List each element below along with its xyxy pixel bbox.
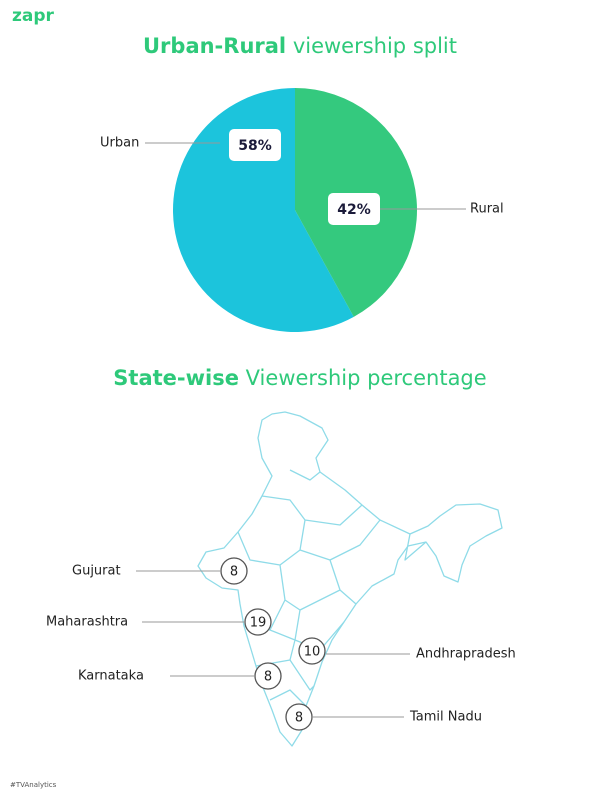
state-value: 8 bbox=[230, 565, 238, 580]
state-value: 8 bbox=[264, 670, 272, 685]
legend-label: Rural bbox=[470, 202, 504, 217]
map-title: State-wise Viewership percentage bbox=[113, 366, 486, 390]
state-value: 10 bbox=[304, 645, 321, 660]
state-marker bbox=[220, 557, 248, 585]
value-box bbox=[328, 193, 380, 225]
state-value: 8 bbox=[295, 711, 303, 726]
state-name: Maharashtra bbox=[46, 615, 128, 630]
value-box bbox=[229, 129, 281, 161]
pie-title: Urban-Rural viewership split bbox=[143, 34, 457, 58]
state-name: Andhrapradesh bbox=[416, 647, 516, 662]
state-value: 19 bbox=[250, 616, 267, 631]
state-marker bbox=[298, 637, 326, 665]
state-marker bbox=[244, 608, 272, 636]
title-rest: viewership split bbox=[293, 34, 457, 58]
state-name: Tamil Nadu bbox=[409, 710, 482, 725]
title-emphasis: Urban-Rural bbox=[143, 34, 286, 58]
state-name: Karnataka bbox=[78, 669, 144, 684]
state-marker bbox=[285, 703, 313, 731]
pie-slice bbox=[172, 88, 354, 333]
footer: #TVAnalytics bbox=[10, 781, 57, 789]
value-label: 42% bbox=[337, 202, 371, 218]
title-rest: Viewership percentage bbox=[246, 366, 487, 390]
value-label: 58% bbox=[238, 138, 272, 154]
india-map bbox=[197, 411, 503, 747]
brand: zapr bbox=[12, 6, 55, 26]
state-marker bbox=[254, 662, 282, 690]
title-emphasis: State-wise bbox=[113, 366, 239, 390]
state-name: Gujurat bbox=[72, 564, 121, 579]
legend-label: Urban bbox=[100, 136, 139, 151]
